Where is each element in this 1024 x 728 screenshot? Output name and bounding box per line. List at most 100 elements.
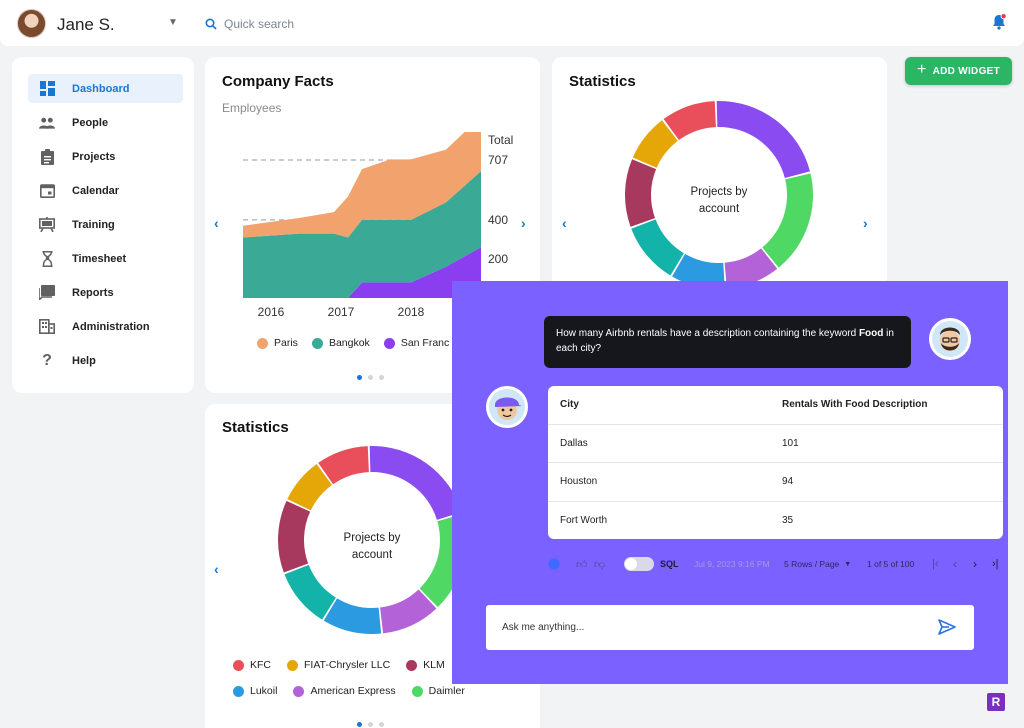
carousel-dot[interactable] — [368, 375, 373, 380]
thumbs-down-icon[interactable]: 👎︎ — [594, 558, 606, 571]
carousel-dot[interactable] — [379, 722, 384, 727]
question-text: How many Airbnb rentals have a descripti… — [556, 328, 859, 339]
carousel-dot[interactable] — [357, 375, 362, 380]
next-arrow-icon[interactable]: › — [521, 215, 526, 231]
user-bot-avatar — [929, 318, 971, 360]
carousel-dots — [357, 722, 384, 727]
prev-arrow-icon[interactable]: ‹ — [562, 215, 567, 231]
carousel-dot[interactable] — [357, 722, 362, 727]
legend-label: Paris — [274, 337, 298, 349]
sidebar-item-projects[interactable]: Projects — [28, 142, 183, 171]
legend-swatch — [406, 659, 418, 671]
last-page-icon[interactable]: ›| — [992, 558, 999, 570]
sidebar-item-dashboard[interactable]: Dashboard — [28, 74, 183, 103]
donut-center-line: Projects by — [690, 186, 748, 198]
sidebar-item-label: Reports — [72, 286, 114, 299]
send-icon[interactable] — [937, 617, 957, 637]
donut-slice-fiat-chrysler-llc — [287, 464, 332, 511]
legend-label: KLM — [423, 659, 445, 671]
table-cell: 94 — [770, 462, 1003, 502]
x-tick-label: 2017 — [328, 305, 355, 319]
question-text: in each city? — [556, 328, 894, 354]
area-series-paris — [243, 132, 481, 238]
column-header-rentals[interactable]: Rentals With Food Description — [770, 386, 1003, 425]
y-tick-label: 200 — [488, 252, 508, 266]
sidebar-item-people[interactable]: People — [28, 108, 183, 137]
prev-arrow-icon[interactable]: ‹ — [214, 215, 219, 231]
next-page-icon[interactable]: › — [973, 557, 977, 571]
table-header-row: City Rentals With Food Description — [548, 386, 1003, 425]
sidebar-item-administration[interactable]: Administration — [28, 312, 183, 341]
legend-swatch — [311, 337, 323, 349]
donut-slice — [762, 173, 813, 268]
sidebar-item-timesheet[interactable]: Timesheet — [28, 244, 183, 273]
notification-bell-icon[interactable] — [990, 13, 1008, 31]
table-cell: Fort Worth — [560, 515, 608, 526]
y-tick-label: 400 — [488, 213, 508, 227]
column-header-city[interactable]: City — [548, 386, 770, 425]
chat-input-box — [486, 605, 974, 650]
donut-center-line: account — [698, 203, 740, 215]
prev-page-icon[interactable]: ‹ — [953, 557, 957, 571]
result-toolbar: 👍︎ 👎︎ SQL Jul 9, 2023 9:16 PM 5 Rows / P… — [548, 555, 1008, 573]
sql-toggle[interactable] — [624, 557, 654, 571]
sql-label: SQL — [660, 559, 679, 569]
sidebar-item-label: Help — [72, 354, 96, 367]
pagination-status: 1 of 5 of 100 — [867, 559, 915, 569]
donut-slice-kfc — [318, 446, 369, 485]
clipboard-icon — [39, 148, 55, 165]
sidebar-item-training[interactable]: Training — [28, 210, 183, 239]
dashboard-icon — [39, 81, 55, 97]
sidebar-item-label: Training — [72, 218, 115, 231]
user-name[interactable]: Jane S. — [57, 15, 115, 34]
thumbs-up-icon[interactable]: 👍︎ — [576, 558, 588, 571]
statistics-card-top: Statistics ‹ › Projects by account — [552, 57, 887, 289]
legend-label: San Franc — [400, 337, 450, 349]
sidebar-item-label: Administration — [72, 320, 150, 333]
legend-swatch — [233, 659, 244, 671]
ask-anything-input[interactable] — [502, 617, 922, 637]
table-cell: Houston — [548, 462, 770, 502]
sidebar-item-reports[interactable]: Reports — [28, 278, 183, 307]
donut-slice-klm — [278, 500, 311, 573]
table-row: Houston 94 — [548, 462, 1003, 502]
legend-item-fiat-chrysler: FIAT-Chrysler LLC — [287, 659, 390, 671]
donut-slice — [672, 253, 725, 289]
prev-arrow-icon[interactable]: ‹ — [214, 561, 219, 577]
legend-label: FIAT-Chrysler LLC — [304, 659, 391, 671]
assistant-avatar — [486, 386, 528, 428]
donut-slice — [716, 101, 810, 178]
employees-area-chart: Total707400200201620172018201 — [243, 132, 513, 319]
add-widget-button[interactable]: + ADD WIDGET — [905, 57, 1012, 85]
first-page-icon[interactable]: |‹ — [932, 558, 939, 570]
carousel-dot[interactable] — [379, 375, 384, 380]
search-icon — [205, 18, 217, 30]
donut-center-line: account — [351, 549, 393, 561]
legend-item-kfc: KFC — [233, 659, 271, 671]
sidebar-item-help[interactable]: ? Help — [28, 346, 183, 375]
sidebar-item-label: Calendar — [72, 184, 120, 197]
legend-swatch — [293, 685, 305, 697]
result-timestamp: Jul 9, 2023 9:16 PM — [694, 559, 770, 569]
carousel-dot[interactable] — [368, 722, 373, 727]
table-cell: 101 — [770, 424, 1003, 463]
legend-swatch — [287, 659, 298, 671]
rows-per-page-value: 5 Rows / Page — [784, 559, 840, 569]
rows-per-page-select[interactable]: 5 Rows / Page ▼ — [784, 555, 851, 573]
donut-slice — [284, 564, 336, 620]
user-avatar[interactable] — [17, 9, 46, 38]
table-row: Dallas 101 — [548, 424, 1003, 463]
user-menu-caret-icon[interactable]: ▼ — [168, 17, 178, 28]
legend-label: Lukoil — [250, 685, 278, 697]
quick-search-input[interactable] — [224, 13, 484, 35]
info-icon[interactable] — [548, 555, 560, 573]
sidebar-item-calendar[interactable]: Calendar — [28, 176, 183, 205]
legend-item-lukoil: Lukoil — [233, 685, 277, 697]
donut-center-label: Projects by account — [669, 184, 769, 218]
sidebar-item-label: Timesheet — [72, 252, 127, 265]
table-cell: 35 — [782, 515, 794, 526]
legend-swatch — [411, 685, 423, 697]
donut-slice — [663, 101, 716, 141]
donut-slice — [632, 120, 678, 168]
next-arrow-icon[interactable]: › — [863, 215, 868, 231]
